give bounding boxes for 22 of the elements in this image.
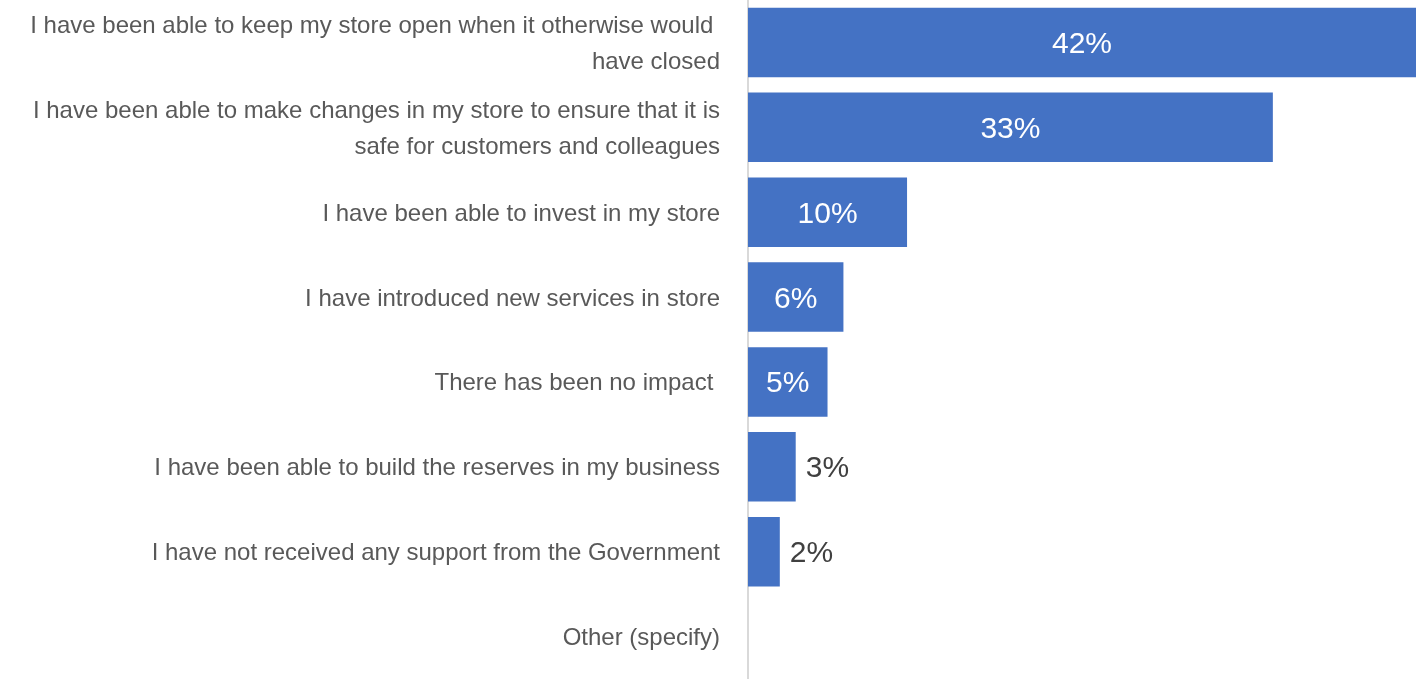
y-tick-label: I have been able to keep my store open when it otherwise would have closed xyxy=(30,10,720,74)
y-tick-label: I have introduced new services in store xyxy=(305,283,720,311)
data-label: 33% xyxy=(980,110,1041,144)
bar xyxy=(748,262,844,332)
bar xyxy=(748,177,908,247)
data-label: 6% xyxy=(774,280,818,314)
data-label: 3% xyxy=(805,450,850,484)
y-tick-label: I have been able to build the reserves in my business xyxy=(154,453,720,481)
bar xyxy=(748,92,1273,163)
y-tick-label: I have been able to make changes in my store to ensure that it is safe for customers and colleagues xyxy=(32,95,720,159)
bar xyxy=(748,347,828,417)
y-tick-label: I have not received any support from the Government xyxy=(151,538,721,566)
data-label: 5% xyxy=(766,365,810,399)
data-label: 42% xyxy=(1051,25,1113,59)
y-tick-label: Other (specify) xyxy=(562,623,720,651)
y-tick-label: I have been able to invest in my store xyxy=(322,198,720,226)
bar xyxy=(748,516,780,587)
data-label: 10% xyxy=(797,195,858,229)
data-label: 2% xyxy=(789,535,834,569)
bar xyxy=(748,7,1416,78)
bar xyxy=(748,432,796,502)
y-tick-label: There has been no impact xyxy=(434,368,720,396)
